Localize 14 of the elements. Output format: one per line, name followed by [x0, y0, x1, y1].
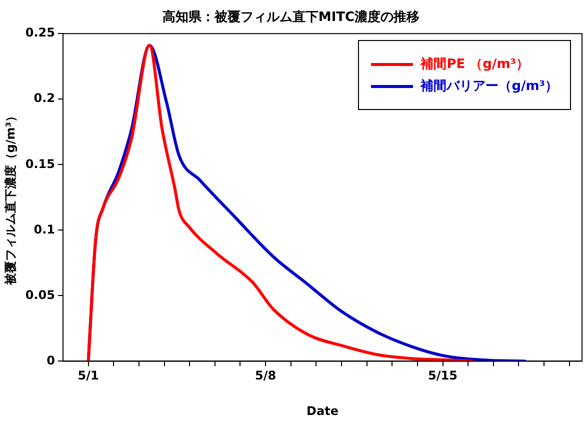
y-tick-label: 0.1 [34, 222, 56, 236]
y-axis-title: 被覆フィルム直下濃度（g/m³） [3, 110, 18, 286]
chart-title: 高知県：被覆フィルム直下MITC濃度の推移 [162, 9, 420, 26]
y-tick-label: 0.2 [34, 91, 56, 106]
x-tick-label: 5/15 [428, 368, 458, 383]
legend-label: 補間バリアー（g/m³） [420, 78, 558, 95]
y-tick-label: 0 [46, 353, 56, 368]
x-tick-label: 5/8 [254, 368, 276, 383]
x-tick-label: 5/1 [78, 368, 99, 383]
y-tick-label: 0.05 [25, 288, 56, 302]
legend-label: 補間PE （g/m³） [420, 56, 529, 73]
y-tick-label: 0.25 [25, 26, 56, 40]
x-axis-title: Date [306, 404, 338, 418]
y-tick-label: 0.15 [25, 156, 56, 171]
